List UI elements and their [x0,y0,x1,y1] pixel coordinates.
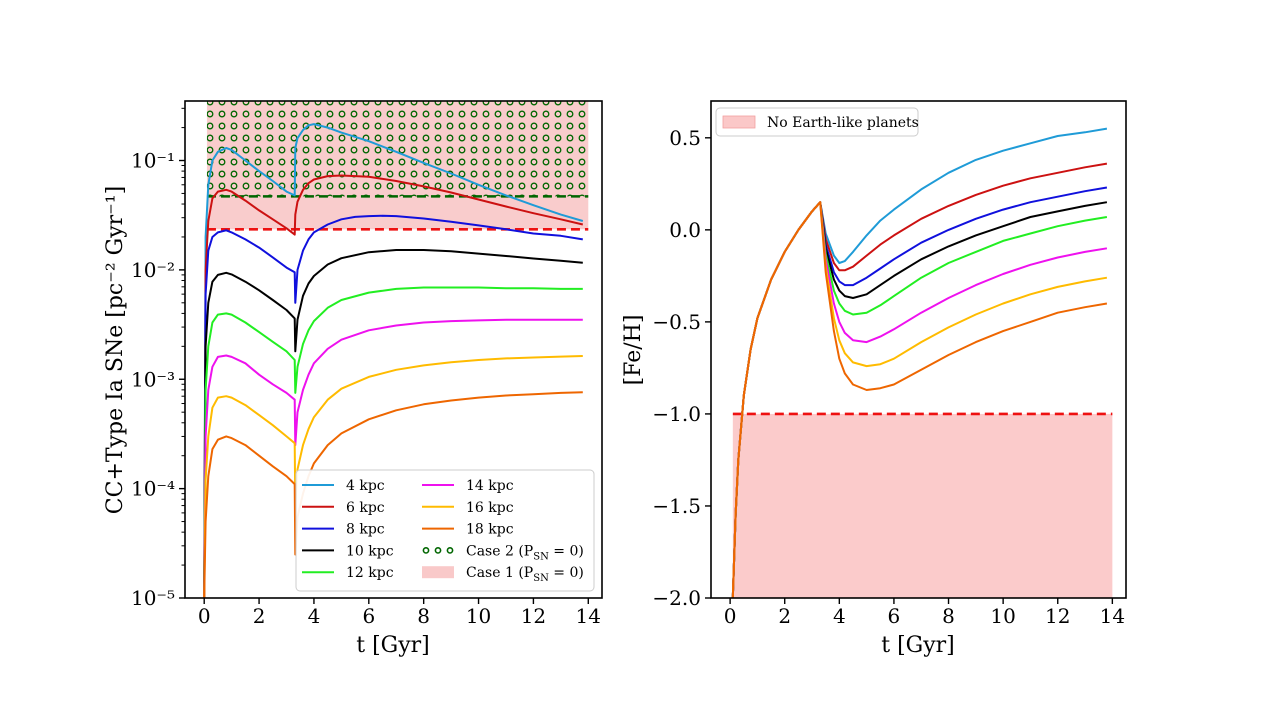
left-x-axis-label: t [Gyr] [356,633,430,658]
legend-label: 18 kpc [466,522,514,538]
legend-swatch-dot [446,547,454,554]
y-tick-label: 10⁻⁴ [131,477,175,501]
series-line-14-kpc [203,318,583,598]
legend-label: Case 1 (PSN = 0) [466,565,584,584]
region-no-earth-like-planets [732,413,1113,598]
legend-frame [715,107,919,137]
left-regions [206,101,589,230]
left-reference-lines [206,195,589,231]
y-tick-label: −0.5 [652,310,701,334]
y-tick-label: 10⁻⁵ [131,586,175,610]
legend-label: No Earth-like planets [767,115,919,131]
legend-swatch-dot [434,547,442,554]
left-legend: 4 kpc 6 kpc 8 kpc 10 kpc 12 kpc 14 kpc 16 kpc 1… [295,469,595,592]
legend-label: 16 kpc [466,500,514,516]
x-tick-label: 0 [198,604,211,628]
series-line-16-kpc [203,355,583,598]
x-tick-label: 12 [521,604,546,628]
left-series [203,123,584,598]
right-x-axis-label: t [Gyr] [881,633,955,658]
x-tick-label: 0 [724,604,737,628]
x-tick-label: 2 [253,604,266,628]
legend-label: 10 kpc [346,543,394,559]
x-tick-label: 4 [308,604,321,628]
series-line-18-kpc [731,201,1108,598]
left-ticks: 0 2 4 6 8 10 12 14 10⁻⁵ 10⁻⁴ 10⁻³ 10⁻² 10⁻¹ [131,107,601,628]
right-legend: No Earth-like planets [715,107,919,137]
series-line-6-kpc [203,174,584,598]
x-tick-label: 14 [576,604,601,628]
x-tick-label: 8 [942,604,955,628]
y-tick-label: 10⁻² [131,258,175,282]
series-line-4-kpc [203,123,584,598]
x-tick-label: 12 [1045,604,1070,628]
legend-frame [295,469,595,592]
x-tick-label: 14 [1100,604,1125,628]
legend-label: 6 kpc [346,500,385,516]
y-tick-label: 10⁻³ [131,367,175,391]
right-ticks: 0 2 4 6 8 10 12 14 0.5 0.0 −0.5 −1.0 −1.5 −2.0 [652,126,1125,628]
x-tick-label: 10 [990,604,1015,628]
y-tick-label: −2.0 [652,586,701,610]
legend-swatch [722,115,756,129]
legend-swatch [422,566,454,579]
legend-swatch-dot [422,547,430,554]
right-chart: 0 2 4 6 8 10 12 14 0.5 0.0 −0.5 −1.0 −1.5 −2.0 t [Gyr… [621,100,1127,658]
x-tick-label: 6 [362,604,375,628]
series-line-12-kpc [203,286,583,598]
x-tick-label: 2 [778,604,791,628]
x-tick-label: 6 [888,604,901,628]
x-tick-label: 10 [466,604,491,628]
legend-label: 14 kpc [466,478,514,494]
y-tick-label: 0.0 [669,218,701,242]
x-tick-label: 4 [833,604,846,628]
left-plot-frame [184,100,603,599]
y-tick-label: 0.5 [669,126,701,150]
right-series [731,127,1108,598]
series-line-8-kpc [203,214,583,598]
series-line-10-kpc [203,249,583,598]
legend-label: 8 kpc [346,522,385,538]
y-tick-label: 10⁻¹ [131,149,175,173]
right-plot-frame [710,100,1127,599]
legend-label: 12 kpc [346,565,394,581]
right-regions [732,413,1113,598]
right-y-axis-label: [Fe/H] [621,315,646,386]
y-tick-label: −1.5 [652,494,701,518]
legend-label: 4 kpc [346,478,385,494]
left-y-axis-label: CC+Type Ia SNe [pc⁻² Gyr⁻¹] [103,186,128,514]
legend-label: Case 2 (PSN = 0) [466,543,584,562]
y-tick-label: −1.0 [652,402,701,426]
x-tick-label: 8 [417,604,430,628]
